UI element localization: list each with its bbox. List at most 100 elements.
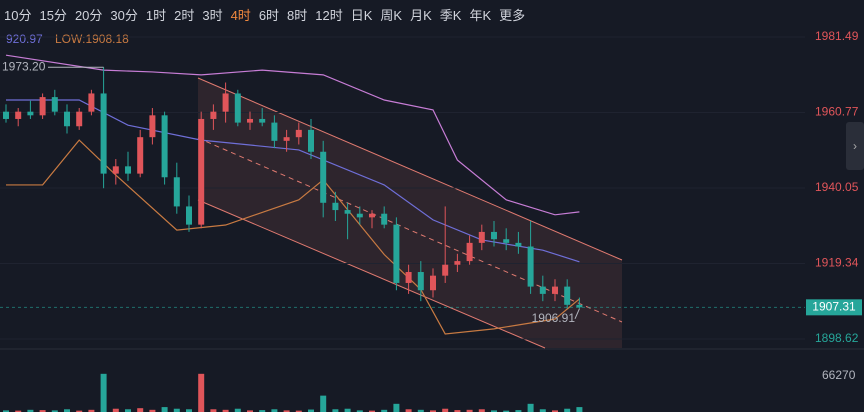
candle-body	[76, 111, 83, 127]
candle-body	[222, 93, 229, 112]
candle-body	[332, 202, 339, 211]
overlay-line	[5, 54, 580, 216]
volume-bar	[271, 409, 278, 412]
volume-bar	[405, 409, 412, 412]
volume-bar	[88, 409, 95, 412]
last-price-box	[806, 299, 862, 316]
high-label: 920.97	[6, 32, 43, 46]
volume-bar	[454, 410, 461, 412]
timeframe-tab[interactable]: 10分	[4, 7, 32, 23]
candle-body	[100, 93, 107, 174]
candle-body	[259, 118, 266, 123]
volume-bar	[234, 408, 241, 412]
volume-bar	[552, 410, 558, 412]
candle-body	[393, 224, 400, 283]
volume-bar	[332, 409, 339, 412]
channel-upper	[197, 77, 623, 261]
candle-body	[51, 97, 58, 112]
candle-body	[405, 272, 412, 283]
volume-bar	[430, 410, 436, 412]
candle-body	[88, 93, 95, 112]
min-label: 1906.91	[532, 311, 576, 325]
timeframe-tab[interactable]: 季K	[439, 7, 462, 23]
volume-bar	[149, 409, 156, 412]
volume-bar	[344, 408, 351, 412]
volume-bar	[100, 373, 107, 412]
volume-bar	[283, 410, 290, 412]
volume-bar	[576, 407, 583, 412]
last-price-label: 1907.31	[812, 300, 856, 314]
y-tick-label: 1898.62	[815, 331, 859, 345]
timeframe-tab[interactable]: 15分	[39, 7, 67, 23]
volume-bar	[295, 410, 302, 412]
candle-body	[149, 115, 156, 138]
timeframe-tab[interactable]: 12时	[315, 7, 343, 23]
timeframe-tab[interactable]: 8时	[287, 7, 308, 23]
candle-body	[186, 206, 192, 225]
timeframe-tab[interactable]: 日K	[350, 7, 373, 23]
y-tick-label: 1919.34	[815, 256, 859, 270]
volume-bar	[27, 409, 34, 412]
channel-fill	[198, 78, 622, 348]
candle-body	[515, 242, 522, 247]
candle-body	[381, 213, 388, 225]
min-pointer	[574, 308, 580, 319]
candle-body	[491, 231, 497, 240]
max-label: 1973.20	[2, 59, 46, 73]
side-toggle[interactable]	[846, 122, 864, 170]
candle-body	[295, 129, 302, 138]
volume-tick-label: 66270	[822, 368, 856, 382]
volume-bar	[259, 410, 266, 412]
volume-bar	[137, 408, 144, 412]
candle-body	[344, 210, 351, 214]
candle-body	[210, 111, 217, 119]
timeframe-tab[interactable]: 4时	[230, 7, 251, 23]
candle-body	[503, 239, 510, 243]
volume-bar	[76, 410, 83, 412]
volume-bar	[564, 408, 571, 412]
volume-bar	[320, 395, 327, 412]
volume-bar	[491, 410, 497, 412]
candle-body	[283, 137, 290, 141]
candle-body	[112, 166, 119, 174]
volume-bar	[173, 408, 180, 412]
timeframe-tab[interactable]: 年K	[469, 7, 492, 23]
candle-body	[478, 231, 485, 243]
candle-body	[198, 118, 205, 225]
timeframe-tab[interactable]: 30分	[110, 7, 138, 23]
timeframe-tab[interactable]: 周K	[380, 7, 403, 23]
candle-body	[356, 213, 363, 218]
volume-bar	[308, 409, 314, 412]
candle-body	[308, 129, 314, 152]
volume-bar	[186, 409, 192, 412]
volume-bar	[539, 409, 546, 412]
timeframe-tab[interactable]: 2时	[174, 7, 195, 23]
volume-bar	[393, 403, 400, 412]
channel-lower	[197, 199, 546, 349]
volume-bar	[247, 410, 253, 412]
candle-body	[3, 111, 9, 119]
volume-bar	[198, 373, 205, 412]
candle-body	[173, 177, 180, 207]
volume-bar	[39, 410, 46, 412]
timeframe-tab[interactable]: 1时	[145, 7, 167, 23]
timeframe-tab[interactable]: 3时	[202, 7, 223, 23]
axis-bg	[805, 28, 864, 412]
volume-bar	[112, 408, 119, 412]
timeframe-tab[interactable]: 月K	[410, 7, 432, 23]
timeframe-tab[interactable]: 6时	[258, 7, 280, 23]
candle-body	[64, 111, 70, 127]
candle-body	[369, 213, 375, 218]
candle-body	[466, 242, 473, 262]
timeframe-tab[interactable]: 20分	[74, 7, 103, 23]
candle-body	[39, 97, 46, 116]
y-tick-label: 1981.49	[815, 29, 859, 43]
volume-bar	[64, 409, 70, 412]
volume-bar	[515, 410, 522, 412]
low-label: LOW:1908.18	[55, 32, 129, 46]
candle-body	[442, 264, 449, 276]
more-menu[interactable]: 更多	[499, 7, 526, 23]
volume-bar	[527, 403, 534, 412]
y-tick-label: 1960.77	[815, 105, 859, 119]
volume-bar	[210, 409, 217, 412]
